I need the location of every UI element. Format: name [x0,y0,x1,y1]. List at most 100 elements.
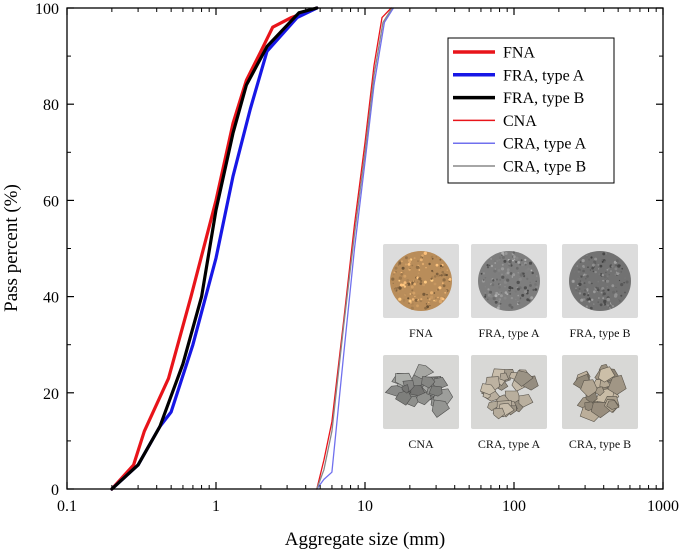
grain [606,274,609,277]
grain [484,291,486,294]
grain [615,271,618,273]
grain [578,282,582,286]
grain [411,264,414,267]
grain [418,269,421,271]
grain [417,299,419,302]
grain [509,292,512,295]
grain [615,286,617,289]
grain [610,306,613,309]
grain [606,291,609,294]
grain [511,273,516,277]
grain [580,290,584,293]
stone [401,384,410,394]
grain [407,259,411,262]
grain [399,283,403,287]
grain [603,260,606,263]
grain [398,261,402,265]
grain [589,269,592,271]
grain [506,278,510,282]
grain [515,256,519,260]
grain [594,257,598,261]
grain [593,260,597,264]
grain [606,285,608,288]
series-line-3 [316,7,392,490]
grain [484,276,487,279]
grain [600,291,603,294]
grain [588,258,591,261]
grain [491,283,495,287]
grain [482,272,485,275]
grain [403,285,406,288]
grain [412,273,416,277]
grain [587,292,590,294]
grain [495,291,499,295]
grain [614,267,618,271]
grain [576,265,578,267]
grain [514,290,517,293]
grain [517,294,519,297]
grain [429,305,431,307]
grain [486,264,489,267]
grain [420,298,423,301]
grain [498,258,501,261]
grain [499,294,503,298]
grain [602,297,605,300]
grain [484,294,487,296]
grain [493,269,497,273]
grain [508,259,512,264]
grain [521,263,524,267]
grain [403,274,407,278]
grain [416,294,420,298]
grain [446,276,450,280]
grain [606,301,611,305]
grain [615,259,619,263]
grain [510,306,514,309]
grain [534,283,537,286]
grain [404,263,407,266]
grain [620,283,624,287]
grain [580,298,584,302]
x-tick-label: 10 [357,498,373,515]
series-line-2 [110,6,319,491]
grain [577,270,580,273]
grain [501,251,505,255]
grain [439,267,442,270]
grain [611,284,615,288]
grain [488,264,491,267]
grain [441,270,445,274]
stone [513,370,534,387]
grain [597,288,600,292]
grain [423,251,427,255]
grain [608,268,610,270]
grain [620,271,623,273]
grain [578,288,581,290]
grain [419,251,423,255]
grain [611,305,614,308]
grain [614,294,618,298]
grain [524,263,527,266]
grain [513,289,515,291]
grain [528,299,531,302]
grain [578,275,581,277]
legend-box [447,37,615,184]
grain [599,264,603,268]
grain [492,279,495,282]
grain [517,261,521,264]
grain [530,296,534,300]
grain [421,262,425,266]
grain [489,294,492,298]
x-tick-label: 1000 [647,498,679,515]
grain [429,299,432,301]
legend: FNA FRA, type A FRA, type B CNA CRA, type A C… [447,37,615,184]
series-line-5 [316,7,393,490]
grain [426,305,429,309]
stone [594,386,605,396]
grain [527,267,530,271]
grain [580,275,583,278]
x-tick-label: 0.1 [57,498,77,515]
grain [442,284,446,288]
grain [583,285,586,288]
grain [579,261,582,263]
grain [425,303,427,305]
grain [587,294,590,297]
